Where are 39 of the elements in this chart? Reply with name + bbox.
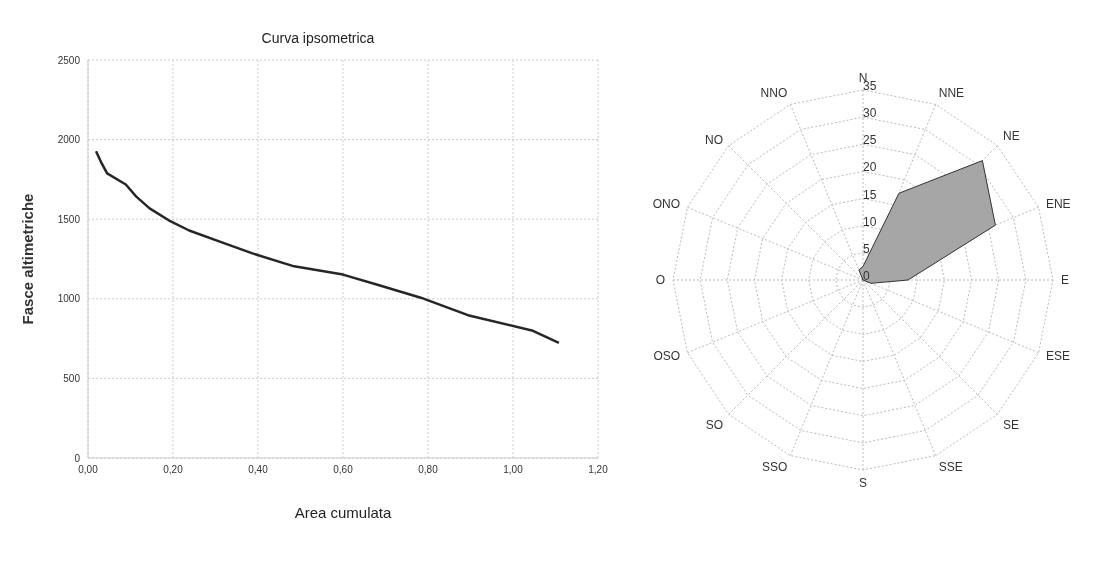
spoke-label: NE	[1003, 128, 1020, 143]
x-tick-label: 0,60	[333, 464, 354, 476]
y-tick-label: 15	[863, 187, 877, 202]
spoke-label: NNE	[938, 86, 965, 101]
y-tick-label: 2000	[57, 134, 81, 146]
x-tick-label: 0,00	[78, 464, 99, 476]
y-tick-label: 5	[863, 241, 870, 256]
spoke-label: S	[858, 475, 868, 490]
spoke-label: ESE	[1045, 349, 1070, 364]
spoke-label: ENE	[1045, 197, 1071, 212]
spoke-label: OSO	[653, 349, 681, 364]
spoke-label: NNO	[760, 86, 788, 101]
spoke-label: E	[1061, 273, 1070, 288]
y-tick-label: 10	[863, 214, 877, 229]
x-axis-title: Area cumulata	[294, 504, 393, 521]
x-tick-label: 0,20	[163, 464, 184, 476]
spoke-label: SSE	[938, 460, 963, 475]
y-tick-label: 1000	[57, 293, 81, 305]
x-tick-label: 0,40	[248, 464, 269, 476]
x-tick-label: 1,00	[503, 464, 524, 476]
spoke-label: SO	[705, 417, 723, 432]
spoke-label: SSO	[761, 460, 788, 475]
spoke-label: ONO	[652, 197, 681, 212]
spoke-label: SE	[1003, 417, 1020, 432]
x-tick-label: 0,80	[418, 464, 439, 476]
y-tick-label: 1500	[57, 213, 81, 225]
y-tick-label: 2500	[57, 54, 81, 66]
y-axis-title: Fasce altimetriche	[19, 193, 37, 325]
y-tick-label: 25	[863, 133, 877, 148]
y-tick-label: 500	[63, 372, 81, 384]
spoke-label: O	[655, 273, 665, 288]
x-tick-label: 1,20	[588, 464, 609, 476]
y-tick-label: 0	[74, 452, 81, 464]
line-series	[94, 149, 561, 345]
y-tick-label: 20	[863, 160, 877, 175]
chart-title: Curva ipsometrica	[260, 30, 376, 46]
y-tick-label: 0	[863, 269, 870, 283]
spoke-label: NO	[704, 133, 723, 148]
y-tick-label: 30	[863, 106, 877, 121]
